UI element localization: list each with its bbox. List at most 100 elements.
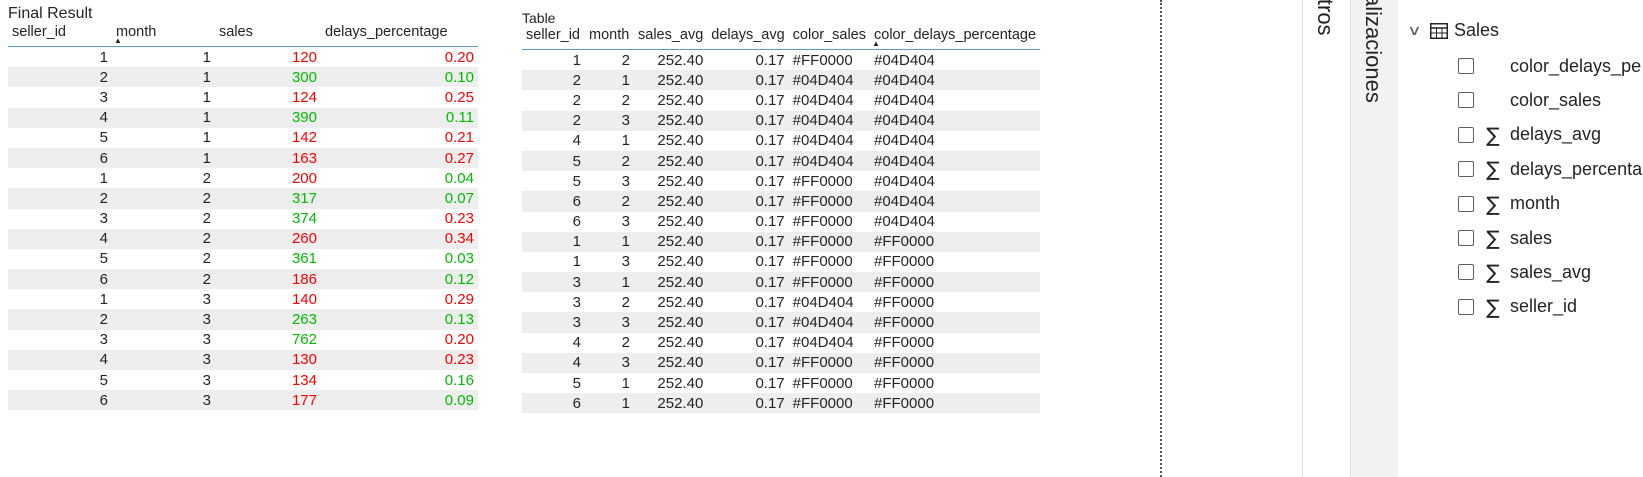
- cell-month: 2: [621, 293, 630, 311]
- table-row[interactable]: 1 2 200 0.04: [8, 168, 478, 188]
- table-row[interactable]: 3 2 374 0.23: [8, 209, 478, 229]
- table-row[interactable]: 1 3 140 0.29: [8, 289, 478, 309]
- field-checkbox[interactable]: [1458, 92, 1474, 109]
- fields-table-node[interactable]: ∨ Sales: [1407, 20, 1499, 41]
- column-header-sales-avg[interactable]: sales_avg: [634, 27, 708, 50]
- column-header-month[interactable]: month ▲: [112, 24, 215, 47]
- visualizations-pane-border: [1350, 0, 1351, 477]
- column-header-color-delays-percentage[interactable]: color_delays_percentage ▲: [870, 27, 1041, 50]
- cell-delays-avg: 0.17: [755, 374, 785, 392]
- table-row[interactable]: 4 1 252.40 0.17 #04D404 #04D404: [522, 131, 1040, 151]
- table-row[interactable]: 4 1 390 0.11: [8, 107, 478, 128]
- chevron-down-icon[interactable]: ∨: [1407, 22, 1422, 38]
- cell-sales-avg: 252.40: [634, 393, 708, 414]
- column-header-color-sales[interactable]: color_sales: [788, 27, 870, 50]
- cell-color-sales: #FF0000: [792, 253, 853, 271]
- sort-ascending-icon: ▲: [114, 36, 122, 45]
- field-item[interactable]: ∑ delays_avg: [1458, 123, 1601, 147]
- field-checkbox[interactable]: [1458, 264, 1474, 281]
- column-header-month[interactable]: month: [585, 27, 634, 50]
- table-row[interactable]: 6 1 163 0.27: [8, 147, 478, 169]
- table-row[interactable]: 3 3 252.40 0.17 #04D404 #FF0000: [522, 312, 1041, 333]
- table-row[interactable]: 3 1 252.40 0.17 #FF0000 #FF0000: [522, 272, 1041, 293]
- cell-sales: 177: [215, 390, 321, 411]
- table-row[interactable]: 2 1 252.40 0.17 #04D404 #04D404: [522, 70, 1041, 91]
- cell-delays-avg: 0.17: [707, 312, 789, 333]
- field-checkbox[interactable]: [1458, 58, 1474, 74]
- cell-color-sales: #FF0000: [788, 393, 870, 414]
- final-result-table[interactable]: seller_id month ▲ sales delays_percentage…: [8, 24, 478, 411]
- visualizations-pane-label[interactable]: alizaciones: [1361, 0, 1386, 103]
- table-row[interactable]: 5 2 252.40 0.17 #04D404 #04D404: [522, 150, 1041, 172]
- table-row[interactable]: 2 2 252.40 0.17 #04D404 #04D404: [522, 90, 1040, 110]
- cell-sales: 163: [215, 147, 321, 169]
- table-row[interactable]: 3 3 762 0.20: [8, 330, 478, 350]
- table-row[interactable]: 6 3 252.40 0.17 #FF0000 #04D404: [522, 212, 1040, 232]
- cell-delays-percentage: 0.23: [444, 210, 474, 228]
- field-item[interactable]: ∑ sales: [1458, 226, 1552, 250]
- field-checkbox[interactable]: [1458, 126, 1474, 143]
- cell-month: 1: [585, 393, 634, 414]
- field-item[interactable]: ∑ sales_avg: [1458, 260, 1591, 284]
- table-row[interactable]: 2 2 317 0.07: [8, 188, 478, 209]
- field-checkbox[interactable]: [1458, 195, 1474, 212]
- table-row[interactable]: 3 1 124 0.25: [8, 87, 478, 107]
- table-row[interactable]: 6 2 252.40 0.17 #FF0000 #04D404: [522, 191, 1041, 212]
- cell-sales: 762: [291, 331, 317, 349]
- column-header-sales[interactable]: sales: [215, 24, 321, 47]
- table-row[interactable]: 2 3 252.40 0.17 #04D404 #04D404: [522, 110, 1041, 131]
- sigma-icon: ∑: [1486, 191, 1500, 216]
- cell-color-sales: #FF0000: [792, 51, 853, 69]
- filters-pane-label[interactable]: ltros: [1313, 0, 1338, 36]
- table-row[interactable]: 1 1 120 0.20: [8, 47, 478, 68]
- table-row[interactable]: 2 3 263 0.13: [8, 309, 478, 330]
- table-row[interactable]: 6 2 186 0.12: [8, 269, 478, 290]
- cell-seller-id: 4: [8, 228, 112, 249]
- table-row[interactable]: 4 3 252.40 0.17 #FF0000 #FF0000: [522, 352, 1041, 373]
- table-row[interactable]: 4 2 252.40 0.17 #04D404 #FF0000: [522, 333, 1040, 353]
- table-row[interactable]: 1 2 252.40 0.17 #FF0000 #04D404: [522, 50, 1040, 71]
- field-item[interactable]: ∑ delays_percenta: [1458, 157, 1642, 181]
- cell-sales: 263: [215, 309, 321, 330]
- cell-seller-id: 4: [572, 334, 581, 352]
- table-row[interactable]: 4 2 260 0.34: [8, 228, 478, 249]
- column-header-seller-id[interactable]: seller_id: [8, 24, 112, 47]
- table-icon: [1430, 22, 1448, 39]
- final-result-visual[interactable]: Final Result seller_id month ▲ sales dela…: [8, 4, 478, 411]
- field-item[interactable]: ∑ seller_id: [1458, 295, 1577, 319]
- cell-color-delays-percentage: #04D404: [874, 132, 935, 150]
- field-checkbox[interactable]: [1458, 230, 1474, 246]
- cell-month: 3: [202, 331, 211, 349]
- table-row[interactable]: 5 1 142 0.21: [8, 128, 478, 148]
- column-header-delays-percentage[interactable]: delays_percentage: [321, 24, 478, 47]
- field-item[interactable]: ∑color_sales: [1458, 88, 1601, 112]
- table-row[interactable]: 5 3 134 0.16: [8, 370, 478, 390]
- cell-delays-avg: 0.17: [755, 293, 785, 311]
- table-row[interactable]: 1 3 252.40 0.17 #FF0000 #FF0000: [522, 252, 1040, 272]
- table-row[interactable]: 5 2 361 0.03: [8, 249, 478, 269]
- table-row[interactable]: 6 3 177 0.09: [8, 390, 478, 411]
- column-header-seller-id[interactable]: seller_id: [522, 27, 585, 50]
- field-checkbox[interactable]: [1458, 298, 1474, 315]
- cell-seller-id: 5: [572, 172, 581, 190]
- table-row[interactable]: 1 1 252.40 0.17 #FF0000 #FF0000: [522, 231, 1041, 252]
- table-row[interactable]: 5 1 252.40 0.17 #FF0000 #FF0000: [522, 373, 1040, 393]
- filters-pane-border: [1302, 0, 1303, 477]
- field-item[interactable]: ∑color_delays_pe: [1458, 54, 1641, 78]
- field-item[interactable]: ∑ month: [1458, 192, 1560, 216]
- cell-month: 3: [621, 172, 630, 190]
- field-checkbox[interactable]: [1458, 161, 1474, 178]
- cell-seller-id: 5: [522, 150, 585, 172]
- cell-month: 2: [621, 51, 630, 69]
- table-row[interactable]: 6 1 252.40 0.17 #FF0000 #FF0000: [522, 393, 1041, 414]
- table-table[interactable]: seller_id month sales_avg delays_avg col…: [522, 27, 1041, 414]
- cell-month: 1: [202, 48, 211, 66]
- table-visual[interactable]: Table seller_id month sales_avg delays_a…: [522, 9, 1041, 414]
- table-row[interactable]: 4 3 130 0.23: [8, 349, 478, 370]
- table-row[interactable]: 2 1 300 0.10: [8, 67, 478, 88]
- cell-color-delays-percentage: #FF0000: [874, 374, 935, 392]
- column-header-delays-avg[interactable]: delays_avg: [707, 27, 789, 50]
- cell-sales-avg: 252.40: [657, 132, 704, 150]
- table-row[interactable]: 5 3 252.40 0.17 #FF0000 #04D404: [522, 171, 1040, 191]
- table-row[interactable]: 3 2 252.40 0.17 #04D404 #FF0000: [522, 292, 1040, 312]
